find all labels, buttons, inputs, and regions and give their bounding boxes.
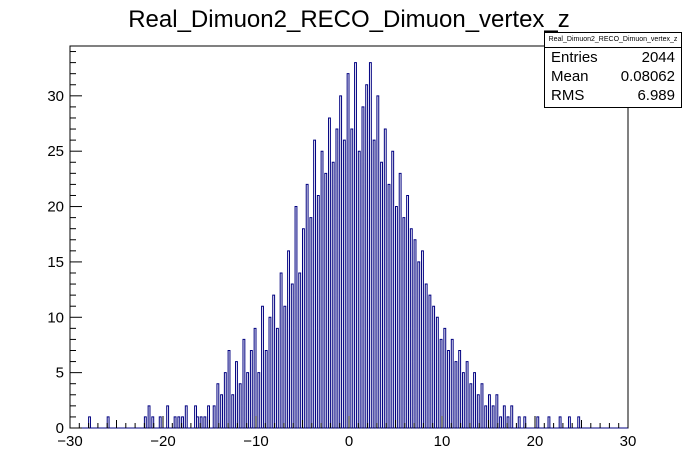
stats-value: 6.989 [637,87,675,104]
chart-title: Real_Dimuon2_RECO_Dimuon_vertex_z [128,6,570,33]
y-tick-label: 5 [56,365,64,382]
x-tick-label: −10 [243,433,268,450]
stats-value: 2044 [641,49,675,66]
x-tick-label: 0 [345,433,353,450]
y-tick-label: 25 [47,143,64,160]
stats-value: 0.08062 [620,68,675,85]
y-tick-label: 30 [47,88,64,105]
stats-box-title: Real_Dimuon2_RECO_Dimuon_vertex_z [545,33,681,48]
stats-row-rms: RMS 6.989 [545,86,681,105]
y-tick-label: 20 [47,199,64,216]
x-tick-label: −30 [57,433,82,450]
stats-label: Entries [551,49,598,66]
x-axis: −30 −20 −10 0 10 20 30 [57,416,636,450]
x-tick-label: 10 [434,433,451,450]
x-tick-label: 30 [620,433,637,450]
histogram-line [70,62,628,429]
y-tick-label: 15 [47,254,64,271]
x-tick-label: −20 [150,433,175,450]
stats-label: Mean [551,68,589,85]
x-tick-label: 20 [527,433,544,450]
stats-row-entries: Entries 2044 [545,48,681,67]
y-axis: 0 5 10 15 20 25 30 [47,51,82,437]
stats-box: Real_Dimuon2_RECO_Dimuon_vertex_z Entrie… [544,32,682,108]
stats-row-mean: Mean 0.08062 [545,67,681,86]
stats-label: RMS [551,87,585,104]
y-tick-label: 10 [47,309,64,326]
y-tick-label: 0 [56,420,64,437]
